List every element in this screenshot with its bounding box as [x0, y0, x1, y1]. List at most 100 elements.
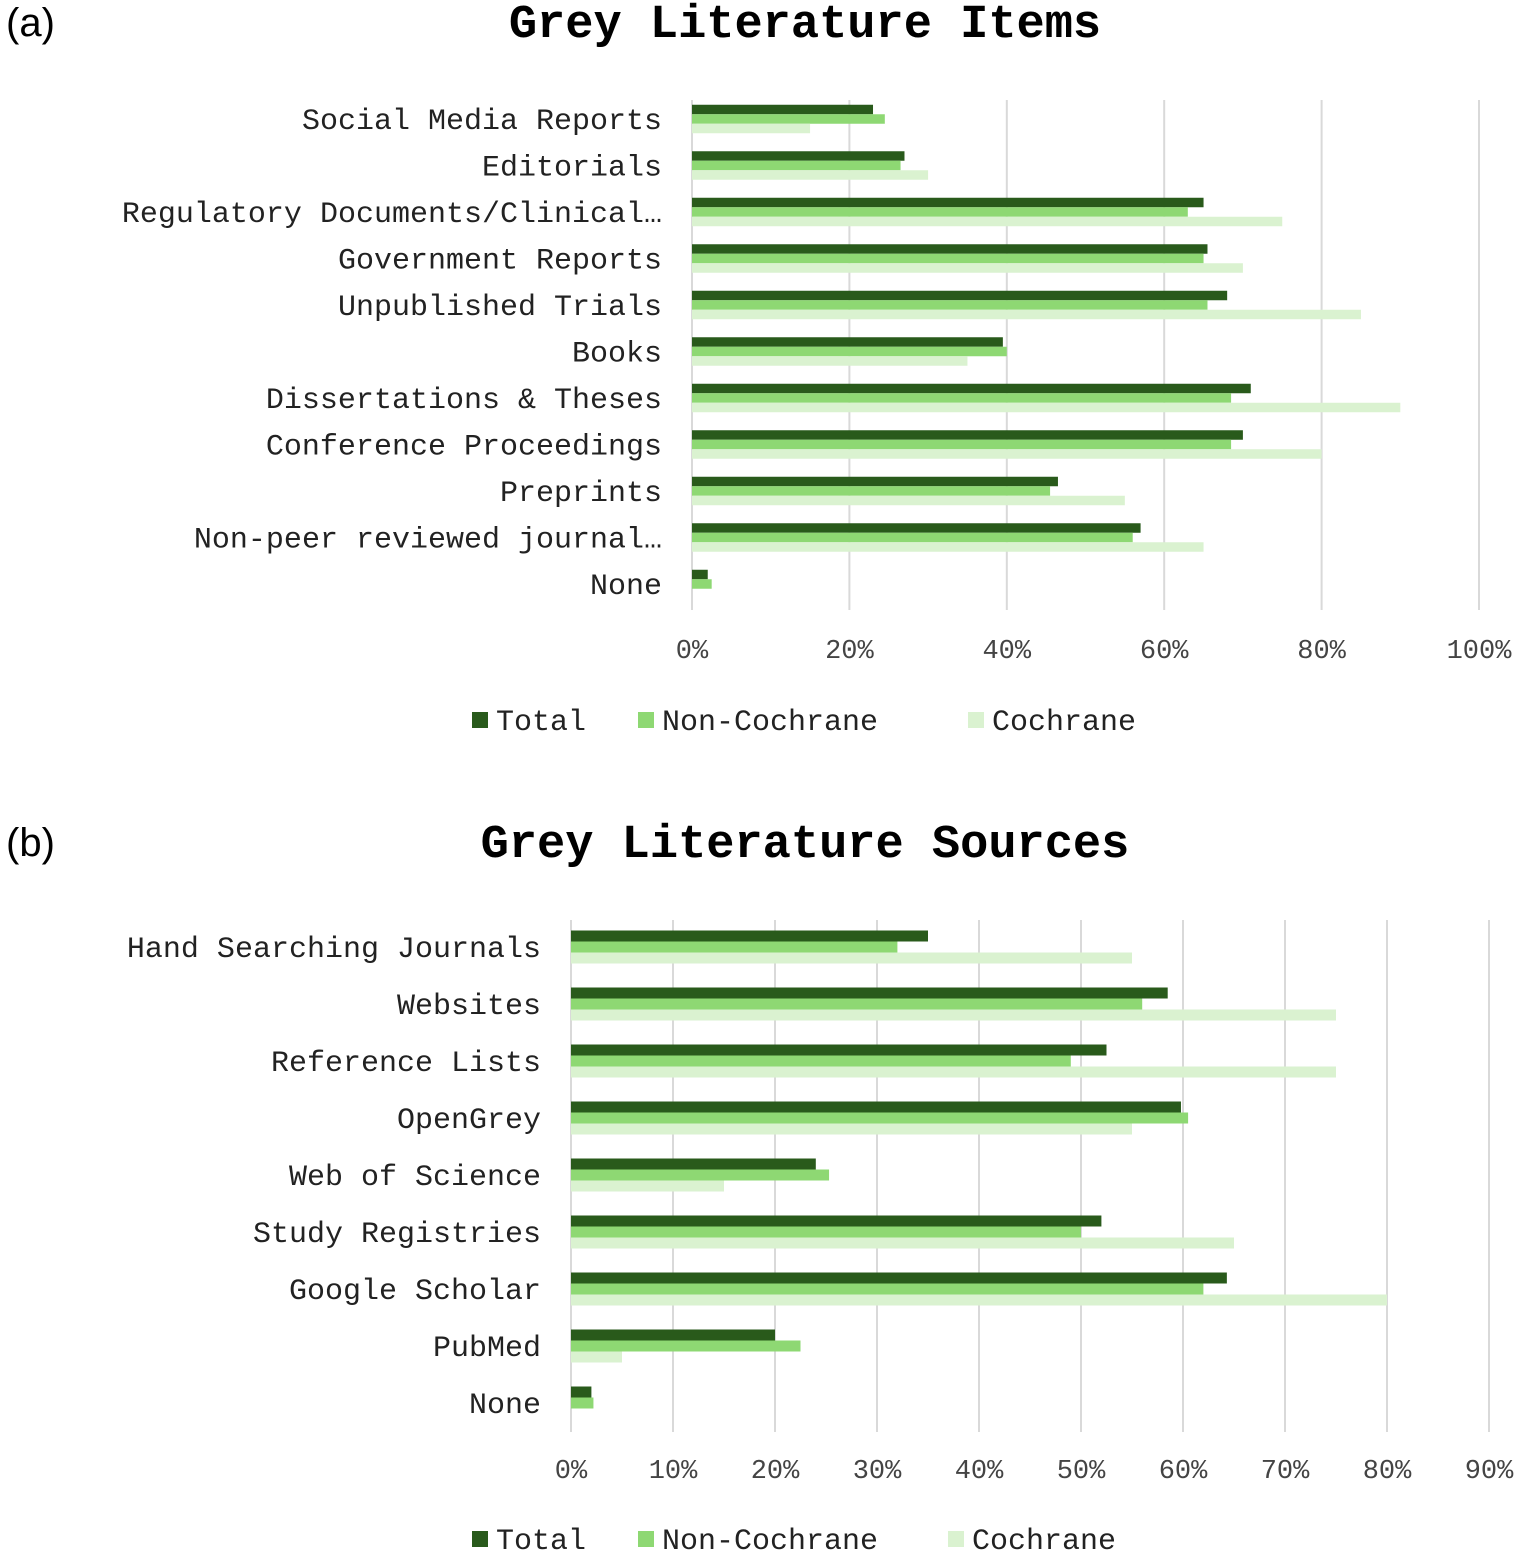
- bar: [692, 579, 712, 589]
- category-label: None: [590, 570, 662, 604]
- bar: [571, 1237, 1234, 1249]
- bar: [692, 393, 1232, 403]
- category-label: Web of Science: [289, 1161, 541, 1195]
- bar: [692, 170, 929, 180]
- bar: [571, 1386, 592, 1398]
- panel-label: (a): [6, 1, 55, 45]
- legend-swatch: [948, 1531, 964, 1547]
- bar: [692, 104, 874, 115]
- category-label: OpenGrey: [397, 1104, 541, 1138]
- legend-swatch: [638, 1531, 654, 1547]
- legend-label: Cochrane: [992, 706, 1136, 740]
- bar: [571, 1158, 816, 1170]
- category-labels: Social Media Reports Editorials Regulatory…: [122, 105, 662, 604]
- category-label: Books: [572, 338, 662, 372]
- x-tick-label: 60%: [1159, 1457, 1208, 1487]
- bar: [571, 941, 898, 953]
- legend: Total Non-Cochrane Cochrane: [472, 706, 1136, 740]
- bar: [692, 160, 901, 171]
- bar: [571, 1283, 1204, 1295]
- bars: [571, 930, 1387, 1409]
- x-tick-label: 60%: [1140, 637, 1189, 667]
- bar: [692, 309, 1361, 320]
- category-label: Hand Searching Journals: [127, 933, 541, 967]
- category-label: Social Media Reports: [302, 105, 662, 139]
- bar: [692, 197, 1204, 208]
- bar: [571, 987, 1168, 999]
- bar: [571, 1066, 1336, 1078]
- bar: [571, 1009, 1336, 1021]
- bar: [571, 1272, 1227, 1284]
- category-label: Non-peer reviewed journal…: [194, 524, 662, 558]
- category-label: Regulatory Documents/Clinical…: [122, 198, 662, 232]
- legend-swatch: [638, 712, 654, 728]
- bar: [571, 1215, 1102, 1227]
- category-label: Websites: [397, 990, 541, 1024]
- bar: [571, 952, 1132, 964]
- category-label: Preprints: [500, 477, 662, 511]
- bar: [692, 253, 1204, 264]
- x-tick-labels: 0% 10% 20% 30% 40% 50% 60% 70% 80% 90%: [555, 1457, 1514, 1487]
- bar: [692, 569, 708, 580]
- bar: [692, 207, 1188, 217]
- category-label: Reference Lists: [271, 1047, 541, 1081]
- bar: [571, 1180, 724, 1192]
- bar: [571, 1101, 1181, 1113]
- bar: [692, 476, 1058, 487]
- x-tick-label: 10%: [649, 1457, 698, 1487]
- bar: [692, 486, 1051, 496]
- bar: [571, 1226, 1081, 1238]
- bar: [692, 495, 1125, 506]
- x-tick-label: 50%: [1057, 1457, 1106, 1487]
- bar: [692, 523, 1141, 533]
- bar: [571, 930, 928, 942]
- category-label: None: [469, 1389, 541, 1423]
- bar: [692, 439, 1232, 450]
- chart-title: Grey Literature Items: [509, 0, 1101, 52]
- x-tick-label: 70%: [1261, 1457, 1310, 1487]
- bar: [692, 430, 1243, 440]
- chart-title: Grey Literature Sources: [481, 819, 1130, 872]
- bar: [692, 383, 1251, 394]
- x-tick-label: 20%: [825, 637, 874, 667]
- legend-label: Cochrane: [972, 1525, 1116, 1554]
- legend-label: Total: [496, 1525, 586, 1554]
- category-label: Government Reports: [338, 245, 662, 279]
- x-tick-label: 90%: [1465, 1457, 1514, 1487]
- bar: [571, 1397, 594, 1409]
- bar: [692, 356, 968, 366]
- bar: [692, 532, 1133, 543]
- bar: [571, 1112, 1189, 1124]
- x-tick-label: 0%: [555, 1457, 588, 1487]
- bar: [571, 1055, 1071, 1067]
- x-tick-label: 20%: [751, 1457, 800, 1487]
- bar: [692, 337, 1003, 347]
- category-label: Dissertations & Theses: [266, 384, 662, 418]
- category-label: Study Registries: [253, 1218, 541, 1252]
- bar: [692, 216, 1283, 227]
- bar: [571, 1123, 1132, 1135]
- x-tick-label: 0%: [676, 637, 709, 667]
- bar: [692, 151, 905, 161]
- bar: [692, 346, 1007, 357]
- x-tick-label: 30%: [853, 1457, 902, 1487]
- bar: [692, 263, 1243, 273]
- category-label: Conference Proceedings: [266, 431, 662, 465]
- chart-sources: (b) Grey Literature Sources Hand Searchi…: [6, 819, 1514, 1554]
- x-tick-labels: 0% 20% 40% 60% 80% 100%: [676, 637, 1512, 667]
- bar: [571, 1294, 1387, 1306]
- legend-swatch: [472, 712, 488, 728]
- bar: [692, 290, 1228, 301]
- panel-label: (b): [6, 821, 55, 865]
- bar: [571, 1329, 775, 1341]
- bar: [692, 244, 1208, 254]
- bar: [692, 114, 885, 124]
- bar: [571, 1351, 622, 1363]
- legend-label: Non-Cochrane: [662, 706, 878, 740]
- bar: [571, 998, 1143, 1010]
- category-label: Unpublished Trials: [338, 291, 662, 325]
- x-tick-label: 40%: [982, 637, 1031, 667]
- category-label: PubMed: [433, 1332, 541, 1366]
- bar: [571, 1044, 1107, 1056]
- legend: Total Non-Cochrane Cochrane: [472, 1525, 1116, 1554]
